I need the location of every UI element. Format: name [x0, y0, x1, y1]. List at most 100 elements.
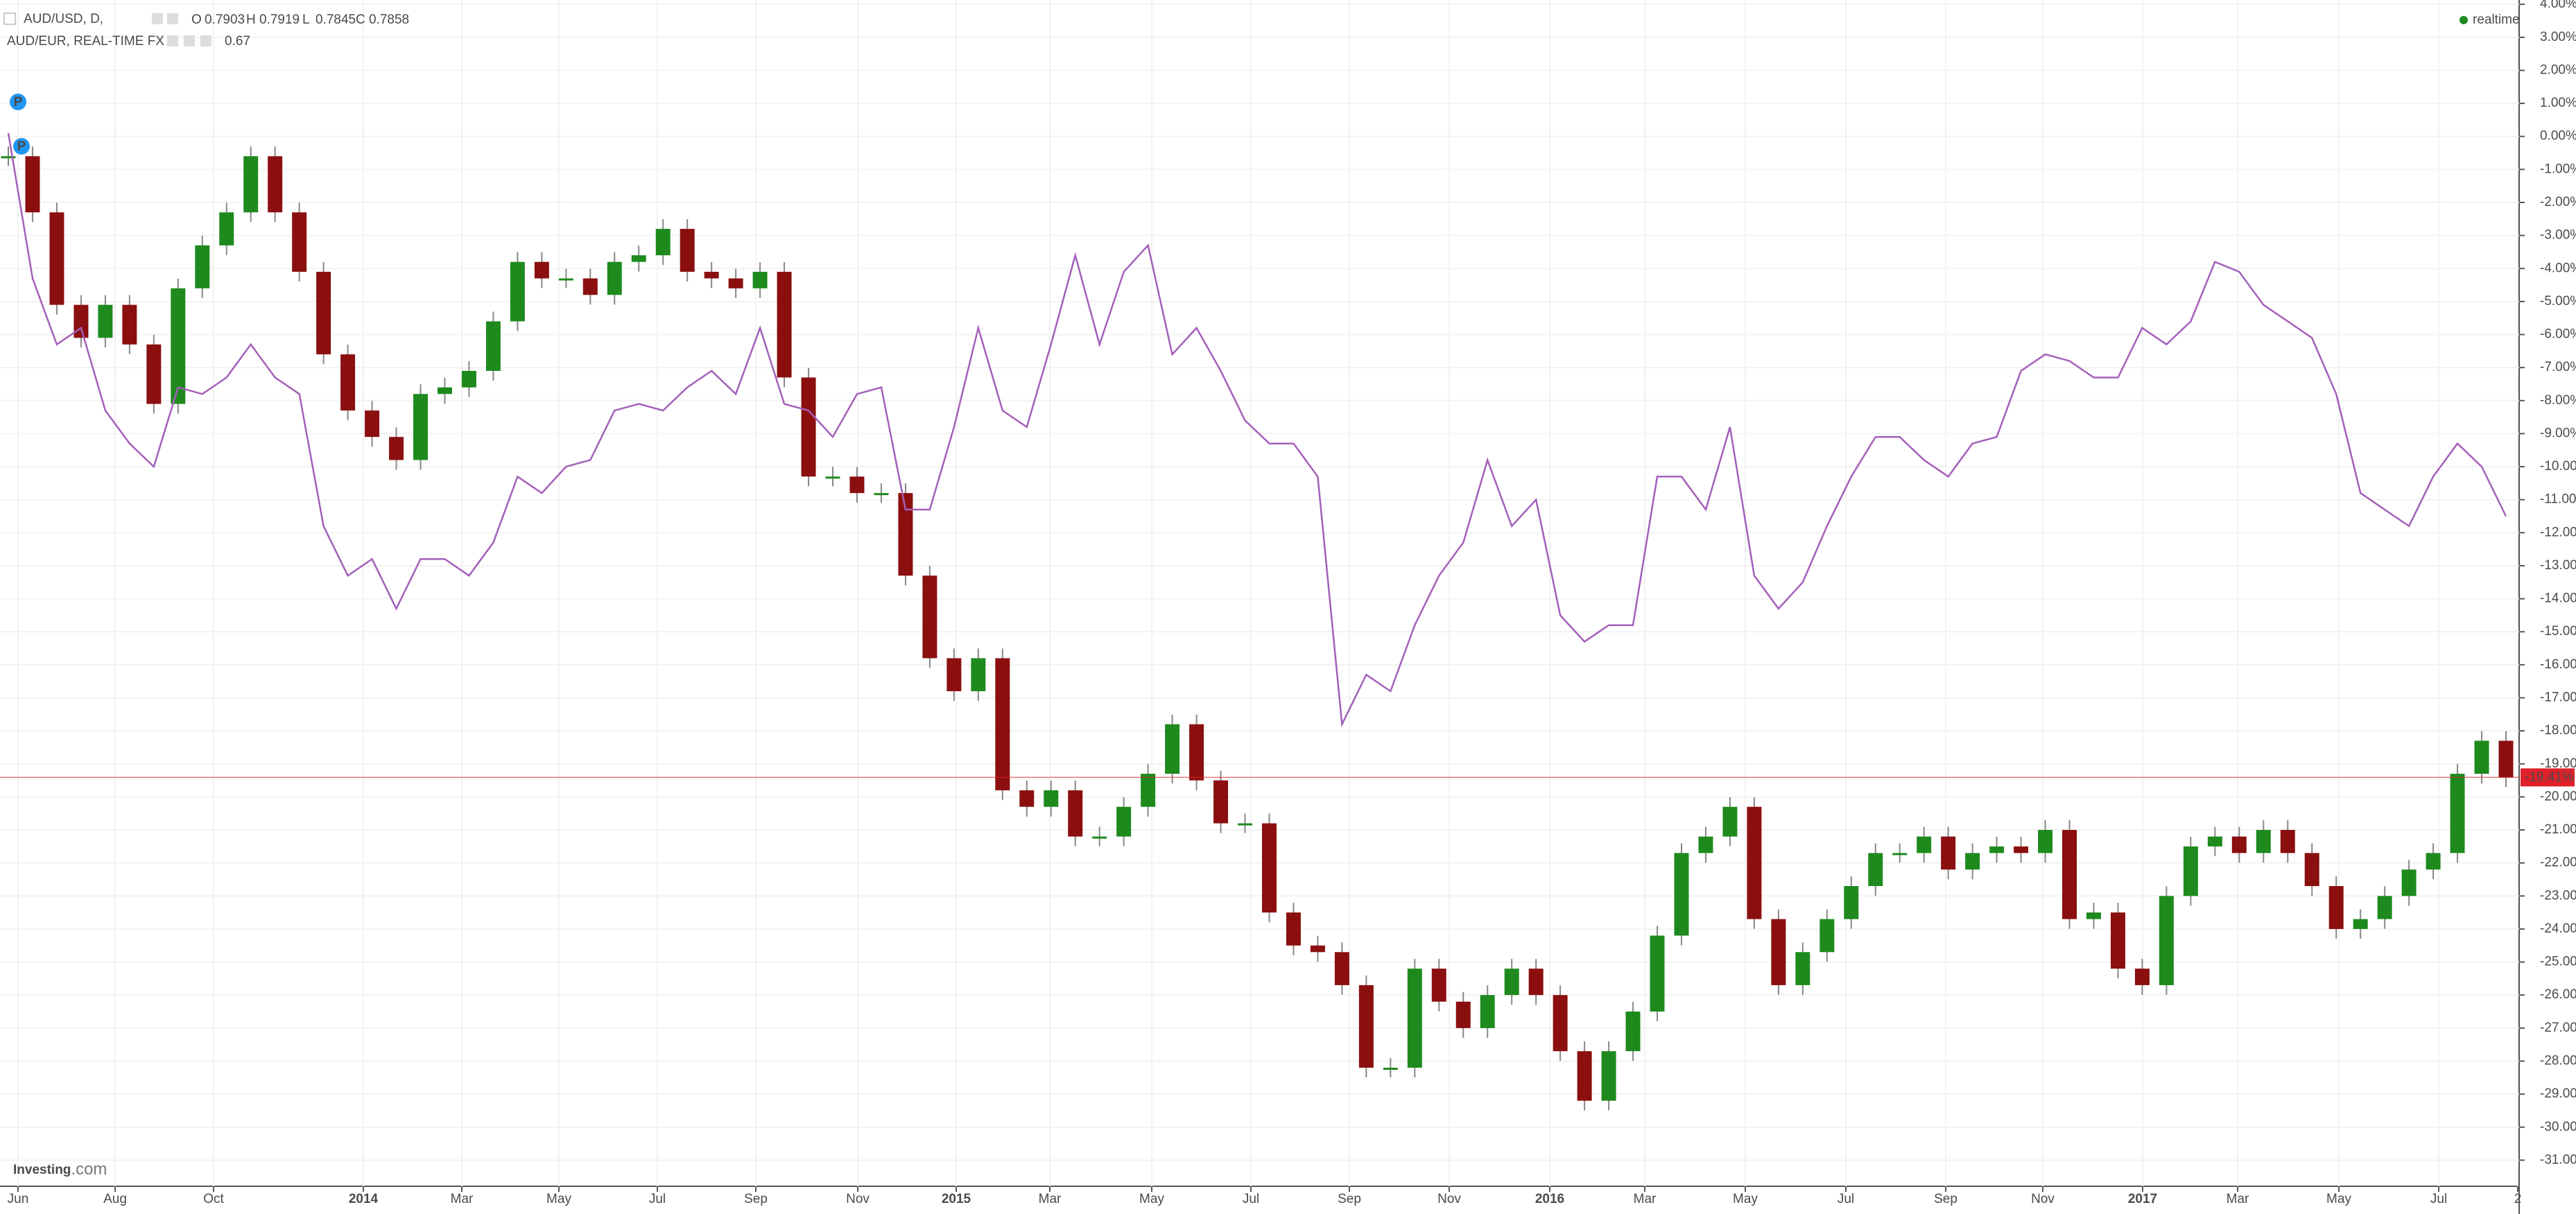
candle	[1455, 1001, 1471, 1028]
y-tick-label: -9.00%	[2540, 426, 2576, 440]
collapse-icon[interactable]	[3, 12, 16, 25]
candle	[1722, 806, 1738, 837]
candle	[1795, 952, 1810, 985]
candle	[2110, 912, 2125, 969]
x-tick-label: Mar	[451, 1192, 474, 1206]
candle	[2328, 886, 2344, 929]
x-tick-label: Aug	[103, 1192, 127, 1206]
y-tick-label: -5.00%	[2540, 294, 2576, 309]
candle	[922, 575, 937, 659]
candle	[1213, 780, 1229, 824]
candle	[2086, 912, 2101, 919]
candle	[2062, 830, 2077, 919]
candle	[655, 229, 671, 256]
marker-label: P	[17, 139, 26, 154]
x-tick-label: Mar	[1039, 1192, 1062, 1206]
candle	[1092, 836, 1107, 839]
x-tick-label: 2017	[2128, 1192, 2157, 1206]
price-label-box	[2521, 768, 2575, 787]
ohlc-value: 0.7858	[369, 12, 409, 27]
x-tick-label: May	[546, 1192, 571, 1206]
candle	[946, 658, 962, 691]
marker-label: P	[14, 95, 23, 110]
y-tick-label: -26.00%	[2540, 987, 2576, 1002]
x-tick-label: May	[2326, 1192, 2351, 1206]
candle	[825, 476, 840, 479]
x-tick-label: Jul	[649, 1192, 666, 1206]
y-tick-label: -31.00%	[2540, 1152, 2576, 1167]
candle	[1504, 969, 1519, 996]
candle	[146, 344, 162, 404]
candle	[607, 261, 622, 295]
y-tick-label: -30.00%	[2540, 1120, 2576, 1134]
y-tick-label: -7.00%	[2540, 360, 2576, 374]
ohlc-value: 0.7919	[259, 12, 300, 27]
candle	[268, 156, 283, 213]
candle	[25, 156, 40, 213]
x-tick-label: Jul	[1243, 1192, 1259, 1206]
logo-suffix: .com	[71, 1160, 107, 1179]
x-tick-label: 2	[2514, 1192, 2522, 1206]
candle	[292, 212, 307, 272]
icon[interactable]	[167, 13, 178, 24]
ohlc-key: H	[246, 12, 256, 27]
candle	[413, 394, 428, 460]
y-tick-label: -3.00%	[2540, 228, 2576, 243]
y-tick-label: 3.00%	[2540, 30, 2576, 44]
candle	[2231, 836, 2247, 853]
price-label: -19.41%	[2525, 770, 2574, 784]
y-tick-label: -27.00%	[2540, 1021, 2576, 1035]
candle	[2377, 896, 2392, 919]
candle	[874, 493, 889, 496]
candle	[1868, 853, 1883, 887]
y-tick-label: -8.00%	[2540, 393, 2576, 408]
candle	[1771, 919, 1786, 985]
candle	[340, 354, 356, 411]
candle	[1334, 952, 1349, 985]
x-tick-label: Nov	[1437, 1192, 1461, 1206]
compare-value: 0.67	[225, 34, 250, 49]
x-tick-label: Nov	[846, 1192, 870, 1206]
x-tick-label: Nov	[2031, 1192, 2055, 1206]
icon[interactable]	[167, 35, 178, 46]
x-tick-label: Sep	[1338, 1192, 1361, 1206]
candle	[2474, 740, 2489, 774]
marker[interactable]	[13, 138, 30, 155]
candle	[1019, 790, 1035, 807]
candle	[1261, 823, 1277, 913]
candle	[1892, 853, 1908, 856]
candle	[2159, 896, 2174, 985]
y-tick-label: 0.00%	[2540, 129, 2576, 144]
x-tick-label: Jul	[2430, 1192, 2447, 1206]
candle	[534, 261, 549, 279]
candle	[1165, 724, 1180, 774]
candle	[1674, 853, 1689, 936]
candle	[1141, 774, 1156, 807]
candle	[171, 288, 186, 404]
ohlc-key: O	[191, 12, 202, 27]
candle	[98, 304, 113, 338]
icon[interactable]	[184, 35, 195, 46]
candle	[1698, 836, 1713, 853]
candle	[1407, 969, 1422, 1068]
x-tick-label: May	[1139, 1192, 1164, 1206]
candle	[2401, 869, 2417, 896]
candle	[971, 658, 986, 691]
x-tick-label: Jul	[1838, 1192, 1854, 1206]
y-tick-label: -14.00%	[2540, 591, 2576, 606]
icon[interactable]	[152, 13, 163, 24]
marker[interactable]	[10, 94, 26, 110]
candle	[1189, 724, 1204, 781]
candle	[1480, 995, 1495, 1028]
candle	[1601, 1051, 1616, 1101]
ohlc: O 0.7903 H 0.7919 L 0.7845 C 0.7858	[191, 12, 409, 27]
x-tick-label: Jun	[8, 1192, 29, 1206]
candle	[2183, 846, 2198, 896]
candle	[1965, 853, 1980, 870]
icon[interactable]	[200, 35, 211, 46]
symbol: AUD/USD, D,	[24, 12, 103, 26]
candle	[2256, 830, 2271, 853]
candle	[849, 476, 865, 494]
